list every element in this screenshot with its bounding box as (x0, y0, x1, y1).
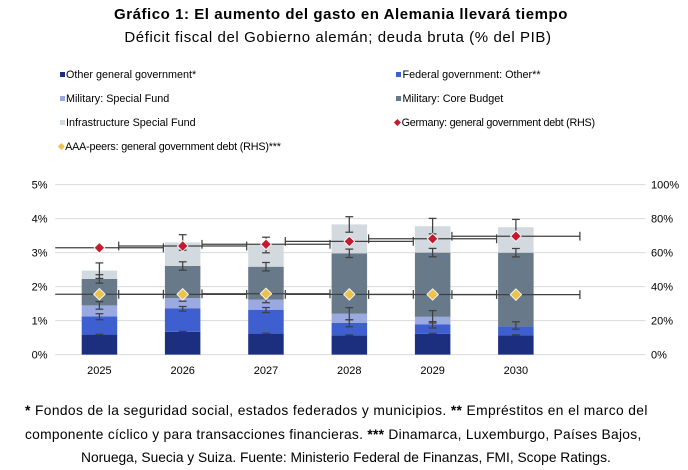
svg-text:100%: 100% (651, 180, 679, 192)
svg-text:1%: 1% (32, 316, 48, 328)
svg-text:20%: 20% (651, 316, 673, 328)
svg-text:0%: 0% (32, 350, 48, 362)
svg-text:2025: 2025 (87, 365, 111, 377)
svg-text:2027: 2027 (254, 365, 278, 377)
svg-text:2030: 2030 (504, 365, 528, 377)
svg-text:80%: 80% (651, 214, 673, 226)
svg-text:0%: 0% (651, 350, 667, 362)
svg-text:2028: 2028 (337, 365, 361, 377)
svg-text:2029: 2029 (420, 365, 444, 377)
svg-text:3%: 3% (32, 248, 48, 260)
svg-text:60%: 60% (651, 248, 673, 260)
svg-text:5%: 5% (32, 180, 48, 192)
svg-text:2026: 2026 (170, 365, 194, 377)
svg-text:2%: 2% (32, 282, 48, 294)
svg-text:40%: 40% (651, 282, 673, 294)
svg-text:4%: 4% (32, 214, 48, 226)
